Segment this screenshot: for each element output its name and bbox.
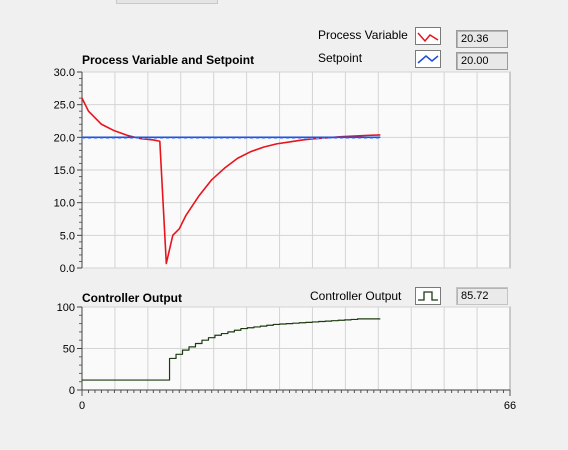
line-icon	[417, 55, 439, 64]
controller-output-value: 85.72	[456, 287, 508, 305]
y-tick-label: 5.0	[60, 230, 75, 242]
legend-swatch-setpoint[interactable]	[415, 50, 441, 68]
window-edge	[116, 0, 218, 4]
y-tick-label: 25.0	[54, 100, 75, 112]
y-tick-label: 0.0	[60, 263, 75, 275]
legend-swatch-controller-output[interactable]	[415, 287, 441, 305]
legend-label-setpoint: Setpoint	[318, 51, 363, 65]
y-tick-label: 20.0	[54, 132, 75, 144]
chart-title-process: Process Variable and Setpoint	[82, 53, 255, 67]
y-tick-label: 10.0	[54, 198, 75, 210]
legend-label-controller-output: Controller Output	[310, 289, 402, 303]
x-tick-label: 66	[504, 400, 516, 412]
y-tick-label: 100	[57, 302, 75, 314]
y-tick-label: 30.0	[54, 67, 75, 79]
legend-swatch-process-variable[interactable]	[415, 27, 441, 45]
series-line-controller-output	[82, 318, 381, 381]
step-line-icon	[418, 291, 438, 301]
chart-title-controller: Controller Output	[82, 291, 182, 305]
setpoint-value: 20.00	[456, 52, 508, 70]
legend-label-process-variable: Process Variable	[318, 28, 408, 42]
y-tick-label: 0	[69, 385, 75, 397]
x-tick-label: 0	[79, 400, 85, 412]
process-variable-value: 20.36	[456, 30, 508, 48]
y-tick-label: 15.0	[54, 165, 75, 177]
line-icon	[417, 32, 439, 43]
y-tick-label: 50	[63, 344, 75, 356]
